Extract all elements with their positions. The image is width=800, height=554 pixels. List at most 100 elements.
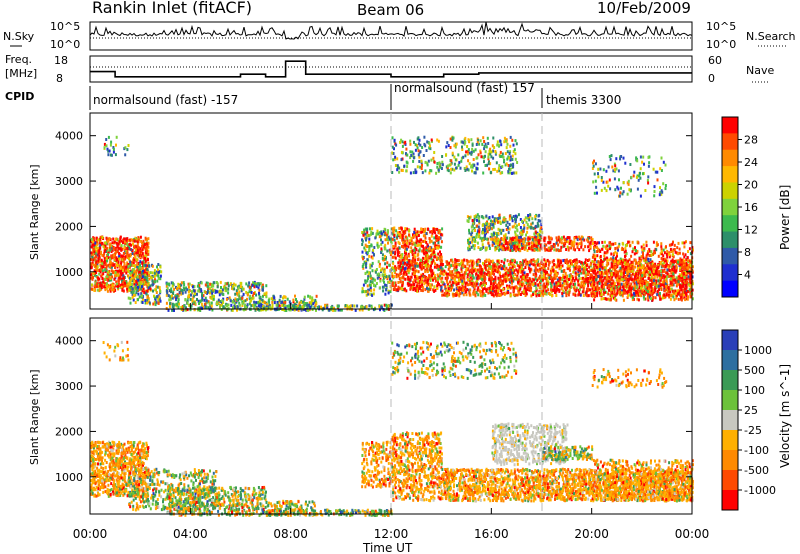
data-cell — [397, 281, 400, 284]
data-cell — [384, 238, 387, 242]
data-cell — [587, 280, 590, 284]
data-cell — [435, 239, 438, 242]
data-cell — [426, 267, 429, 271]
data-cell — [399, 276, 402, 280]
data-cell — [106, 237, 109, 241]
data-cell — [90, 262, 93, 266]
data-cell — [426, 140, 429, 144]
data-cell — [528, 263, 531, 267]
data-cell — [131, 273, 134, 277]
data-cell — [552, 259, 555, 263]
data-cell — [98, 288, 101, 292]
data-cell — [233, 302, 236, 306]
data-cell — [398, 251, 401, 254]
data-cell — [175, 285, 177, 289]
data-cell — [425, 149, 428, 152]
date-title: 10/Feb/2009 — [597, 0, 691, 17]
data-cell — [373, 253, 375, 257]
data-cell — [412, 280, 415, 284]
data-cell — [393, 233, 396, 237]
data-cell — [424, 169, 427, 173]
data-cell — [435, 236, 437, 240]
data-cell — [515, 277, 518, 281]
data-cell — [122, 276, 125, 280]
data-cell — [425, 246, 428, 250]
data-cell — [502, 266, 505, 270]
data-cell — [414, 275, 416, 278]
data-cell — [431, 274, 433, 278]
data-cell — [547, 282, 549, 286]
data-cell — [550, 267, 553, 271]
data-cell — [530, 286, 533, 290]
data-cell — [522, 290, 525, 294]
data-cell — [470, 150, 473, 154]
data-cell — [372, 248, 375, 252]
data-cell — [425, 240, 428, 244]
data-cell — [537, 269, 540, 273]
data-cell — [216, 290, 219, 294]
data-cell — [532, 273, 535, 277]
data-cell — [394, 250, 397, 254]
data-cell — [146, 279, 149, 283]
data-cell — [212, 297, 215, 301]
data-cell — [231, 287, 234, 290]
data-cell — [455, 275, 458, 279]
data-cell — [190, 304, 193, 308]
data-cell — [436, 266, 439, 269]
beam-title: Beam 06 — [357, 1, 424, 19]
data-cell — [409, 171, 412, 175]
data-cell — [123, 284, 126, 288]
cpid-segment-3: themis 3300 — [546, 93, 621, 107]
data-cell — [129, 297, 132, 301]
data-cell — [423, 282, 426, 286]
data-cell — [536, 292, 539, 296]
data-cell — [482, 136, 485, 140]
data-cell — [102, 254, 105, 258]
data-cell — [389, 290, 392, 294]
data-cell — [97, 238, 100, 242]
data-cell — [425, 254, 427, 258]
data-cell — [508, 284, 511, 288]
data-cell — [485, 288, 488, 292]
data-cell — [589, 268, 592, 272]
data-cell — [451, 260, 454, 264]
data-cell — [392, 232, 395, 236]
data-cell — [441, 289, 444, 293]
data-cell — [381, 253, 384, 257]
data-cell — [445, 153, 447, 157]
data-cell — [419, 277, 422, 281]
data-cell — [412, 258, 415, 262]
data-cell — [261, 300, 264, 304]
data-cell — [109, 289, 112, 293]
data-cell — [425, 232, 428, 236]
data-cell — [401, 287, 404, 291]
data-cell — [420, 244, 423, 248]
data-cell — [172, 305, 175, 309]
data-cell — [516, 270, 519, 274]
data-cell — [250, 291, 253, 294]
data-cell — [650, 289, 653, 293]
data-cell — [414, 143, 417, 147]
data-cell — [122, 252, 125, 255]
data-cell — [200, 281, 203, 285]
data-cell — [379, 279, 382, 283]
data-cell — [369, 288, 372, 292]
data-cell — [126, 269, 129, 273]
data-cell — [484, 260, 487, 263]
data-cell — [504, 279, 507, 283]
data-cell — [575, 261, 578, 265]
data-cell — [383, 233, 386, 237]
data-cell — [457, 259, 460, 263]
data-cell — [414, 264, 417, 268]
data-cell — [497, 284, 500, 288]
data-cell — [312, 302, 315, 306]
data-cell — [300, 300, 303, 304]
data-cell — [246, 297, 248, 301]
data-cell — [426, 282, 429, 286]
data-cell — [427, 287, 430, 291]
cpid-row: CPID normalsound (fast) -157 normalsound… — [5, 81, 621, 110]
data-cell — [457, 163, 460, 167]
data-cell — [571, 262, 573, 266]
data-cell — [99, 284, 102, 288]
data-cell — [141, 298, 144, 302]
